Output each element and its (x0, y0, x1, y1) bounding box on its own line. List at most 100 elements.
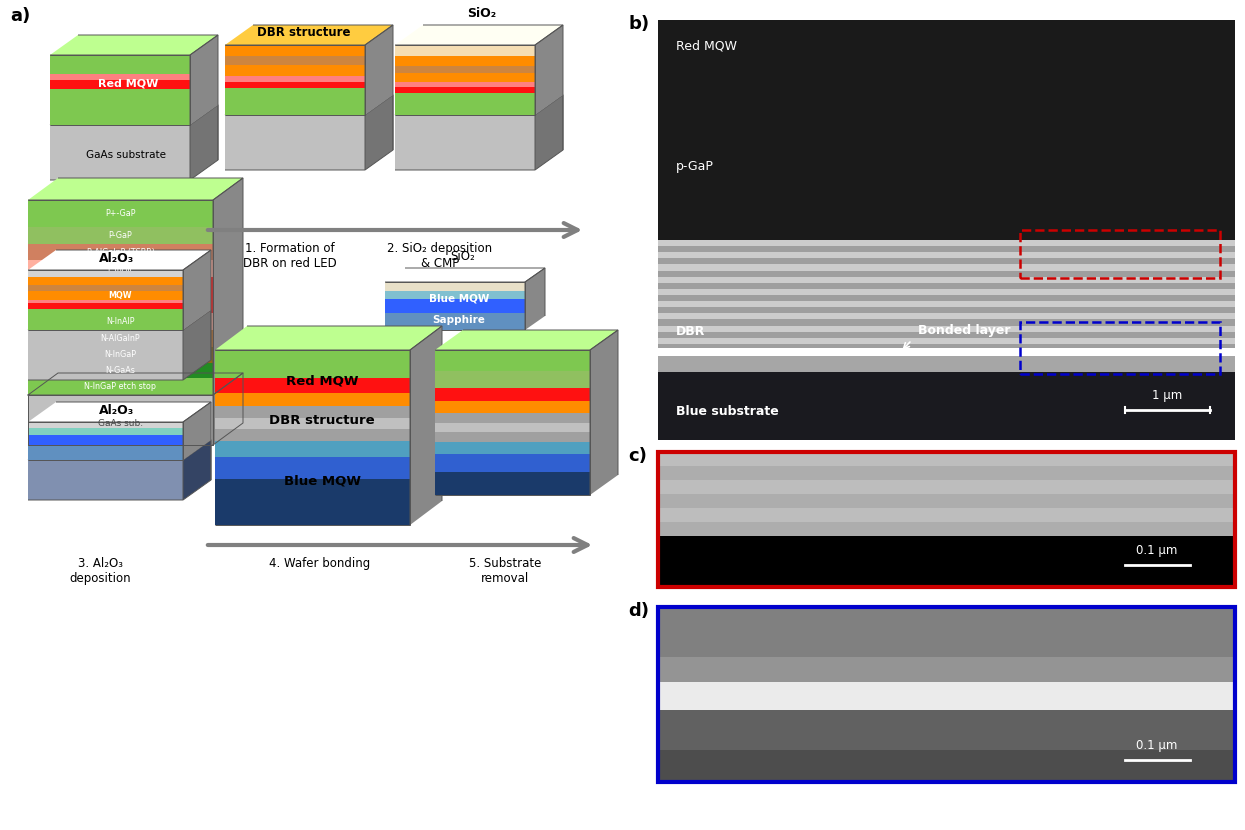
Text: DBR structure: DBR structure (256, 27, 350, 40)
Text: 1. Formation of
DBR on red LED: 1. Formation of DBR on red LED (243, 242, 337, 270)
Polygon shape (27, 277, 213, 314)
Bar (659, 348, 1235, 356)
Polygon shape (395, 115, 535, 170)
Polygon shape (225, 115, 365, 170)
Bar (659, 258, 1235, 265)
Polygon shape (435, 432, 590, 442)
Polygon shape (435, 370, 590, 388)
Bar (659, 508, 1235, 522)
Bar (659, 657, 1235, 682)
Text: c): c) (627, 447, 647, 465)
Bar (659, 356, 1235, 372)
Text: P-AlGaInP (TSBR): P-AlGaInP (TSBR) (87, 247, 154, 256)
Text: N-AlGaInP: N-AlGaInP (101, 334, 141, 343)
Bar (659, 325, 1235, 332)
Polygon shape (183, 310, 210, 380)
Polygon shape (27, 435, 183, 446)
Bar (659, 276, 1235, 283)
Text: SiO₂: SiO₂ (451, 250, 476, 263)
Polygon shape (410, 326, 442, 525)
Polygon shape (27, 309, 183, 330)
Polygon shape (435, 471, 590, 495)
Polygon shape (395, 25, 563, 45)
Polygon shape (225, 45, 365, 56)
Bar (659, 607, 1235, 782)
Polygon shape (27, 244, 213, 261)
Polygon shape (385, 282, 525, 290)
Bar (659, 271, 1235, 276)
Polygon shape (395, 73, 535, 82)
Text: a): a) (10, 7, 30, 25)
Polygon shape (385, 290, 525, 299)
Text: DBR structure: DBR structure (269, 413, 375, 427)
Polygon shape (215, 429, 410, 442)
Polygon shape (435, 442, 590, 454)
Polygon shape (435, 350, 590, 370)
Polygon shape (225, 76, 365, 81)
Bar (659, 20, 1235, 240)
Polygon shape (225, 81, 365, 88)
Polygon shape (27, 277, 183, 286)
Polygon shape (27, 446, 183, 460)
Bar (1020, 322, 1220, 374)
Bar (659, 338, 1235, 344)
Text: p-GaP: p-GaP (676, 160, 713, 173)
Bar (659, 522, 1235, 535)
Bar (659, 289, 1235, 295)
Polygon shape (215, 393, 410, 406)
Text: Bonded layer: Bonded layer (918, 324, 1010, 337)
Polygon shape (27, 200, 213, 227)
Polygon shape (535, 95, 563, 170)
Polygon shape (183, 440, 210, 500)
Polygon shape (27, 373, 243, 395)
Polygon shape (215, 350, 410, 378)
Text: DBR: DBR (676, 325, 706, 338)
Text: 4. Wafer bonding: 4. Wafer bonding (269, 557, 371, 570)
Polygon shape (435, 330, 618, 350)
Polygon shape (225, 88, 365, 115)
Polygon shape (27, 314, 213, 330)
Polygon shape (27, 422, 183, 428)
Polygon shape (215, 406, 410, 418)
Bar (659, 320, 1235, 325)
Bar (659, 20, 1235, 440)
Polygon shape (365, 25, 393, 115)
Polygon shape (395, 82, 535, 87)
Text: 5. Substrate
removal: 5. Substrate removal (469, 557, 542, 585)
Polygon shape (535, 25, 563, 115)
Bar (659, 452, 1235, 535)
Text: P-InAlP: P-InAlP (107, 264, 134, 273)
Text: P-GaP: P-GaP (108, 231, 132, 240)
Text: N-InGaP etch stop: N-InGaP etch stop (85, 382, 157, 391)
Text: 3. Al₂O₃
deposition: 3. Al₂O₃ deposition (70, 557, 131, 585)
Text: Al₂O₃: Al₂O₃ (100, 252, 134, 266)
Bar (1020, 230, 1220, 278)
Polygon shape (435, 401, 590, 413)
Polygon shape (590, 330, 618, 495)
Text: Sapphire: Sapphire (432, 315, 486, 325)
Polygon shape (395, 66, 535, 73)
Text: 1 μm: 1 μm (1152, 389, 1182, 402)
Polygon shape (27, 378, 213, 395)
Text: 0.1 μm: 0.1 μm (1137, 544, 1178, 557)
Polygon shape (435, 454, 590, 471)
Bar (659, 240, 1235, 247)
Polygon shape (27, 300, 183, 303)
Polygon shape (27, 270, 183, 277)
Bar (659, 607, 1235, 782)
Polygon shape (225, 56, 365, 65)
Polygon shape (225, 65, 365, 76)
Text: d): d) (627, 602, 649, 620)
Polygon shape (395, 93, 535, 115)
Bar (659, 265, 1235, 271)
Polygon shape (215, 457, 410, 479)
Polygon shape (27, 402, 210, 422)
Bar (659, 750, 1235, 782)
Polygon shape (27, 261, 213, 277)
Text: SiO₂: SiO₂ (467, 7, 497, 20)
Text: Red MQW: Red MQW (286, 375, 359, 388)
Polygon shape (183, 402, 210, 460)
Polygon shape (385, 313, 525, 330)
Polygon shape (27, 227, 213, 244)
Bar (659, 480, 1235, 494)
